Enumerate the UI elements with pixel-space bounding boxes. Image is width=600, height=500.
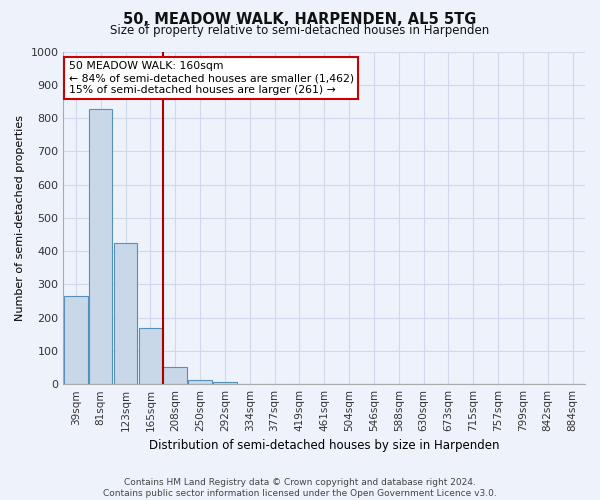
- Text: 50, MEADOW WALK, HARPENDEN, AL5 5TG: 50, MEADOW WALK, HARPENDEN, AL5 5TG: [124, 12, 476, 28]
- Bar: [64, 296, 88, 384]
- Bar: [89, 110, 112, 384]
- Text: 50 MEADOW WALK: 160sqm
← 84% of semi-detached houses are smaller (1,462)
15% of : 50 MEADOW WALK: 160sqm ← 84% of semi-det…: [68, 62, 354, 94]
- Bar: [188, 380, 212, 384]
- Text: Size of property relative to semi-detached houses in Harpenden: Size of property relative to semi-detach…: [110, 24, 490, 37]
- Bar: [139, 328, 162, 384]
- Bar: [163, 367, 187, 384]
- Bar: [213, 382, 236, 384]
- X-axis label: Distribution of semi-detached houses by size in Harpenden: Distribution of semi-detached houses by …: [149, 440, 499, 452]
- Y-axis label: Number of semi-detached properties: Number of semi-detached properties: [15, 115, 25, 321]
- Bar: [114, 244, 137, 384]
- Text: Contains HM Land Registry data © Crown copyright and database right 2024.
Contai: Contains HM Land Registry data © Crown c…: [103, 478, 497, 498]
